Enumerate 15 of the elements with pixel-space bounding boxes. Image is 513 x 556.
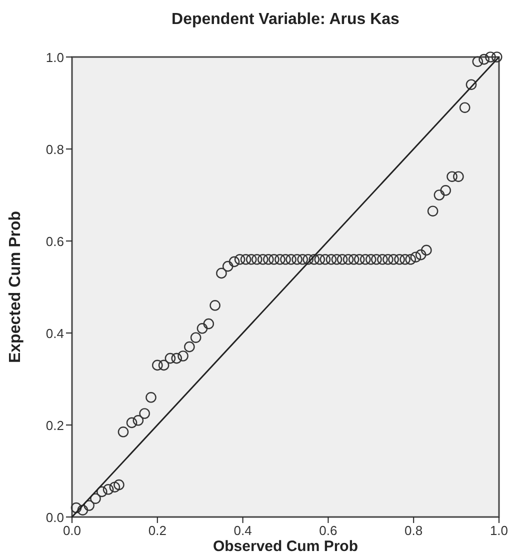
y-tick-label: 1.0 bbox=[46, 50, 64, 65]
chart-title: Dependent Variable: Arus Kas bbox=[172, 11, 400, 28]
y-tick-label: 0.6 bbox=[46, 234, 64, 249]
x-tick-label: 0.2 bbox=[148, 523, 166, 538]
x-tick-label: 0.8 bbox=[404, 523, 423, 538]
y-tick-label: 0.2 bbox=[46, 418, 64, 433]
x-tick-label: 0.0 bbox=[62, 523, 82, 538]
y-tick-label: 0.4 bbox=[46, 326, 64, 341]
y-tick-label: 0.8 bbox=[46, 142, 64, 157]
x-tick-label: 0.6 bbox=[319, 523, 338, 538]
x-tick-label: 0.4 bbox=[234, 523, 252, 538]
x-tick-label: 1.0 bbox=[490, 523, 508, 538]
y-axis-title: Expected Cum Prob bbox=[7, 210, 24, 364]
x-axis-title: Observed Cum Prob bbox=[212, 538, 358, 555]
y-tick-label: 0.0 bbox=[46, 510, 64, 525]
